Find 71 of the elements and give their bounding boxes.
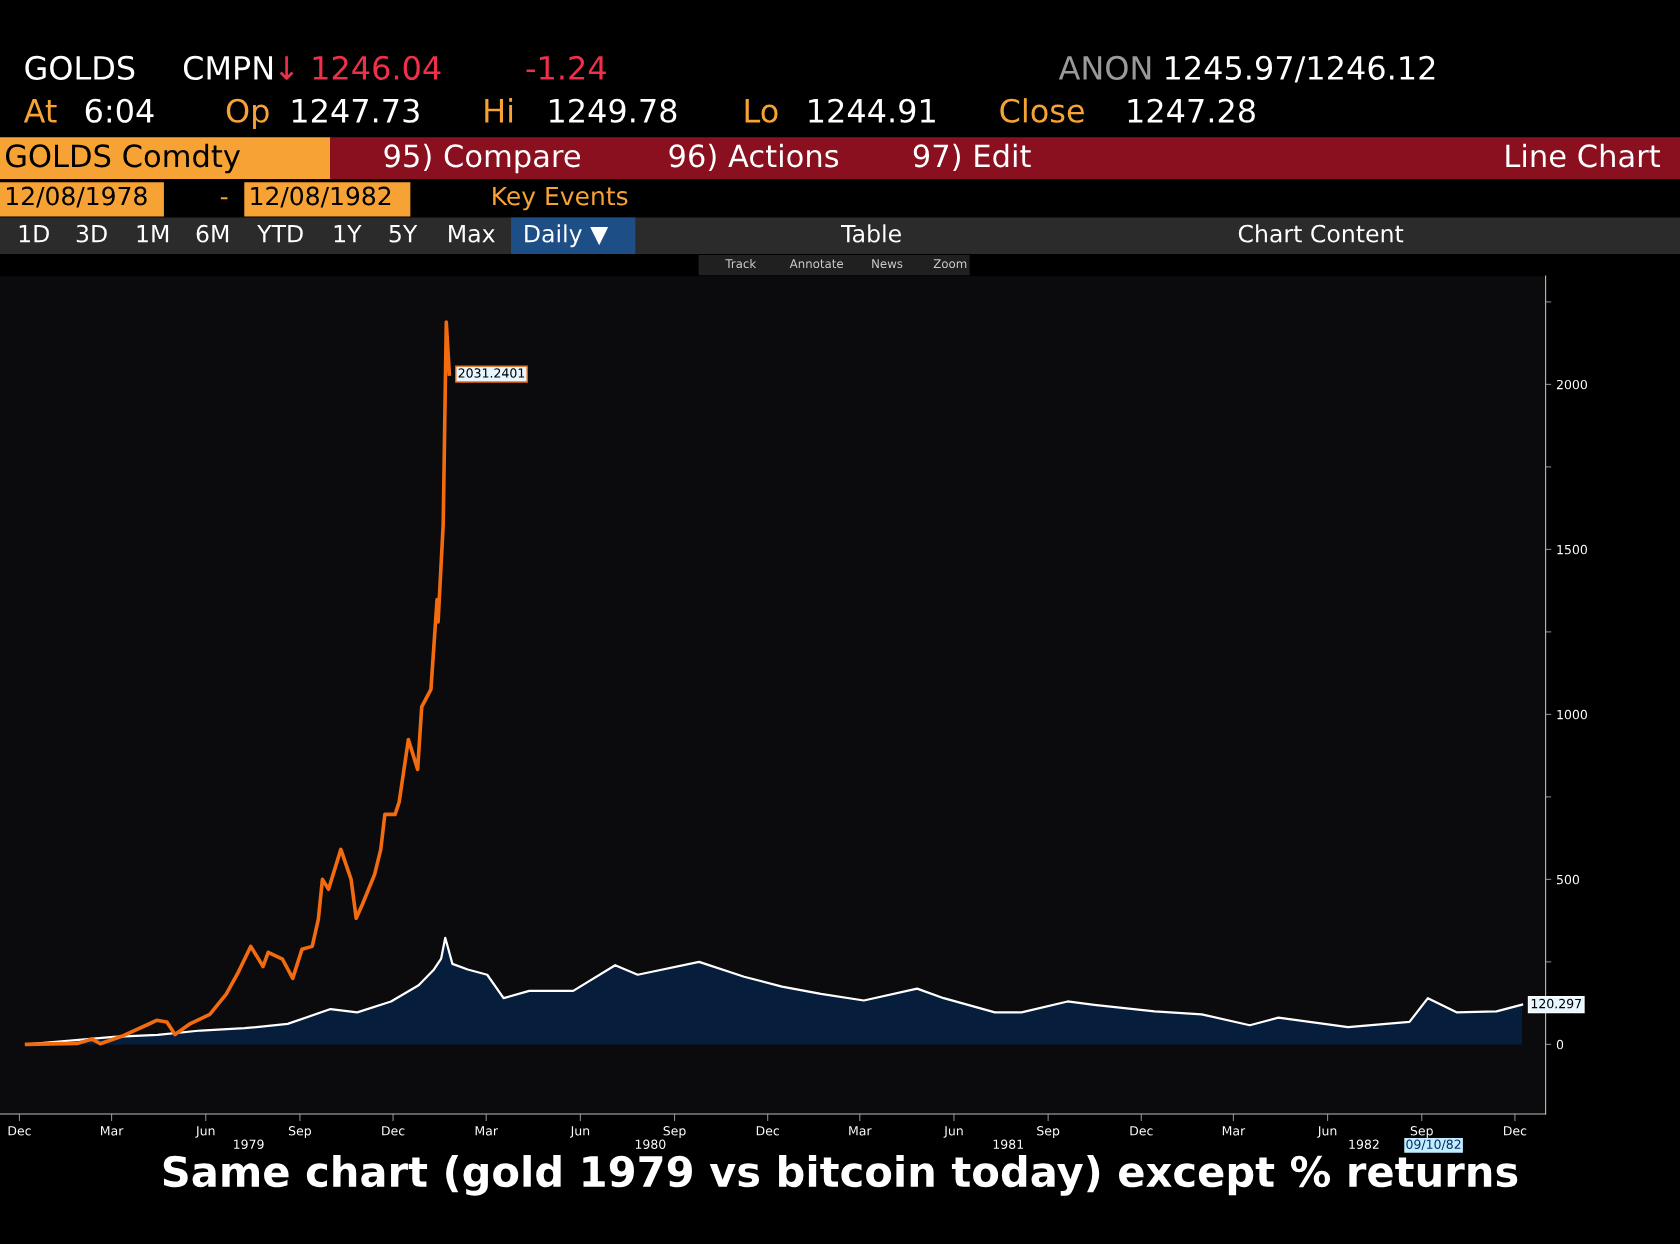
text: 1245.97/1246.12 (1166, 55, 1435, 83)
text: -1.24 (526, 55, 606, 80)
x-tick-label: Mar (475, 1126, 498, 1136)
text: 6:04 (85, 98, 154, 123)
text: Max (449, 225, 495, 243)
x-tick-label: Mar (101, 1126, 124, 1136)
x-tick-label: Dec (382, 1126, 405, 1136)
text: 12/08/1978 (7, 186, 147, 208)
text: 1M (137, 225, 169, 243)
x-tick-label: Sep (663, 1126, 686, 1138)
text: Key Events (493, 186, 628, 211)
y-tick-label: 1500 (1557, 544, 1587, 555)
text: 1244.91 (809, 98, 935, 123)
text: GOLDS (25, 55, 135, 80)
text: 97) Edit (913, 143, 1031, 172)
text: 1249.78 (549, 98, 677, 123)
text: Table (841, 224, 901, 243)
text: Lo (745, 99, 778, 123)
y-tick-label: 0 (1556, 1039, 1564, 1050)
data-label: 120.297 (1531, 998, 1582, 1009)
text: 95) Compare (384, 143, 580, 174)
x-tick-label: Jun (943, 1126, 963, 1138)
x-tick-label: Sep (1410, 1126, 1433, 1138)
text: Track (725, 258, 757, 269)
x-tick-label: Jun (195, 1126, 215, 1138)
x-tick-label: Sep (1037, 1126, 1060, 1138)
text: Chart Content (1238, 224, 1404, 243)
text: 6M (196, 224, 229, 243)
text: 1247.73 (292, 98, 419, 123)
text: 1982 (1349, 1139, 1379, 1149)
text: Line Chart (1506, 143, 1660, 168)
text: 1979 (234, 1139, 264, 1149)
text: Op (226, 98, 269, 130)
text: 1D (19, 225, 49, 243)
x-tick-label: Mar (1222, 1126, 1246, 1136)
text: 1981 (993, 1139, 1023, 1149)
text: At (23, 99, 57, 123)
text: Same chart (gold 1979 vs bitcoin today) except % returns (163, 1155, 1518, 1196)
text: Close (1000, 98, 1084, 123)
x-tick-label: Mar (849, 1126, 872, 1136)
x-tick-label: Dec (1130, 1126, 1153, 1136)
text: CMPN (183, 55, 273, 80)
text: 12/08/1982 (251, 186, 391, 208)
text: YTD (257, 225, 303, 243)
x-tick-label: Dec (756, 1126, 779, 1136)
y-tick-label: 1000 (1557, 709, 1587, 720)
text: News (872, 259, 903, 269)
text: 1980 (635, 1139, 666, 1149)
y-tick-label: 2000 (1556, 379, 1587, 390)
text: - (220, 197, 228, 200)
x-tick-label: Dec (8, 1126, 31, 1136)
text: 09/10/82 (1406, 1139, 1461, 1150)
text: ↓ 1246.04 (279, 55, 441, 80)
text: ANON (1058, 55, 1151, 80)
text: Zoom (933, 259, 967, 269)
text: GOLDS Comdty (6, 143, 241, 174)
x-tick-label: Dec (1504, 1126, 1527, 1136)
x-tick-label: Sep (288, 1126, 311, 1138)
text: Annotate (789, 259, 844, 269)
y-tick-label: 500 (1556, 874, 1580, 885)
x-tick-label: Jun (1317, 1126, 1337, 1138)
text: 3D (76, 224, 107, 243)
text: 1Y (334, 225, 362, 243)
text: 1247.28 (1128, 98, 1255, 123)
x-tick-label: Jun (569, 1126, 590, 1138)
data-label: 2031.2401 (458, 368, 525, 378)
text: Hi (485, 98, 513, 123)
line-series (24, 320, 452, 1047)
text: Daily ▼ (525, 224, 609, 248)
text: 96) Actions (669, 143, 839, 172)
text: 5Y (389, 225, 418, 243)
